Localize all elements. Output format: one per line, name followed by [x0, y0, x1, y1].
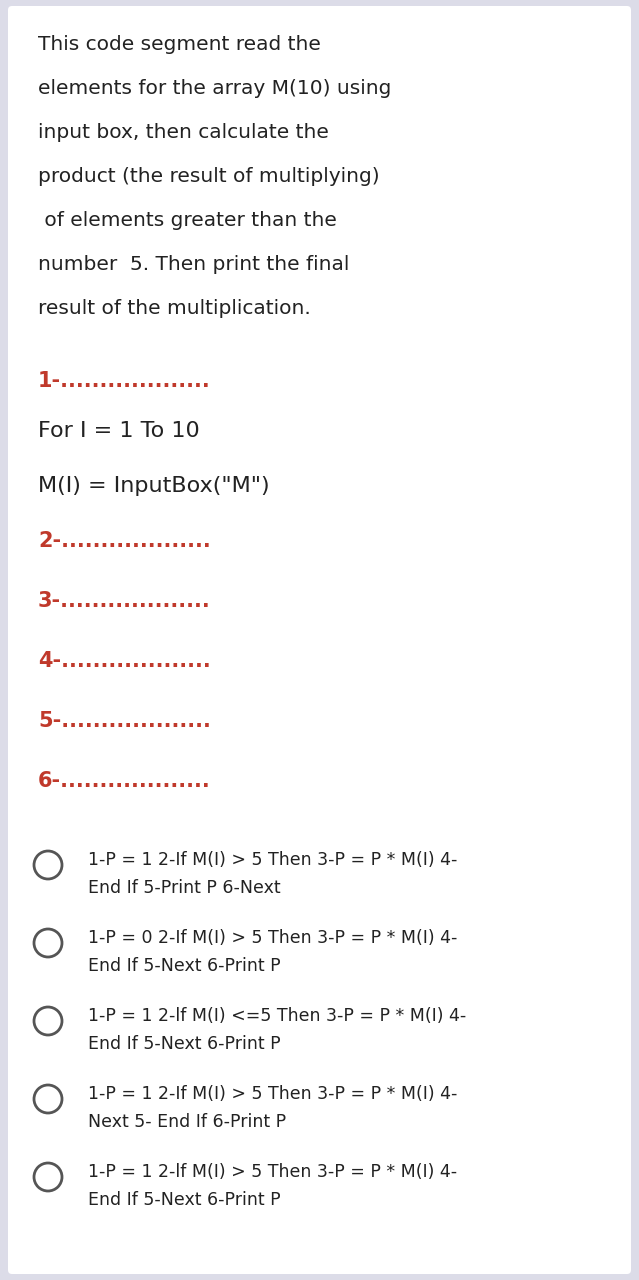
Text: input box, then calculate the: input box, then calculate the — [38, 123, 329, 142]
Text: 3-...................: 3-................... — [38, 591, 211, 611]
Text: 1-P = 1 2-lf M(I) > 5 Then 3-P = P * M(I) 4-: 1-P = 1 2-lf M(I) > 5 Then 3-P = P * M(I… — [88, 1164, 457, 1181]
Text: End If 5-Next 6-Print P: End If 5-Next 6-Print P — [88, 957, 281, 975]
Text: 1-P = 1 2-lf M(I) <=5 Then 3-P = P * M(I) 4-: 1-P = 1 2-lf M(I) <=5 Then 3-P = P * M(I… — [88, 1007, 466, 1025]
Text: 4-...................: 4-................... — [38, 652, 211, 671]
Text: Next 5- End If 6-Print P: Next 5- End If 6-Print P — [88, 1114, 286, 1132]
Text: 1-P = 1 2-If M(I) > 5 Then 3-P = P * M(I) 4-: 1-P = 1 2-If M(I) > 5 Then 3-P = P * M(I… — [88, 851, 458, 869]
Text: number  5. Then print the final: number 5. Then print the final — [38, 255, 350, 274]
Text: result of the multiplication.: result of the multiplication. — [38, 300, 311, 317]
Text: 5-...................: 5-................... — [38, 710, 211, 731]
Text: 1-P = 1 2-If M(I) > 5 Then 3-P = P * M(I) 4-: 1-P = 1 2-If M(I) > 5 Then 3-P = P * M(I… — [88, 1085, 458, 1103]
Text: End If 5-Print P 6-Next: End If 5-Print P 6-Next — [88, 879, 281, 897]
Text: M(I) = InputBox("M"): M(I) = InputBox("M") — [38, 476, 270, 495]
Text: End If 5-Next 6-Print P: End If 5-Next 6-Print P — [88, 1190, 281, 1210]
Text: of elements greater than the: of elements greater than the — [38, 211, 337, 230]
FancyBboxPatch shape — [8, 6, 631, 1274]
Text: product (the result of multiplying): product (the result of multiplying) — [38, 166, 380, 186]
Text: 6-...................: 6-................... — [38, 771, 211, 791]
Text: For I = 1 To 10: For I = 1 To 10 — [38, 421, 200, 442]
Text: elements for the array M(10) using: elements for the array M(10) using — [38, 79, 391, 99]
Text: End If 5-Next 6-Print P: End If 5-Next 6-Print P — [88, 1036, 281, 1053]
Text: This code segment read the: This code segment read the — [38, 35, 321, 54]
Text: 1-P = 0 2-If M(I) > 5 Then 3-P = P * M(I) 4-: 1-P = 0 2-If M(I) > 5 Then 3-P = P * M(I… — [88, 929, 458, 947]
Text: 2-...................: 2-................... — [38, 531, 211, 550]
Text: 1-...................: 1-................... — [38, 371, 211, 390]
